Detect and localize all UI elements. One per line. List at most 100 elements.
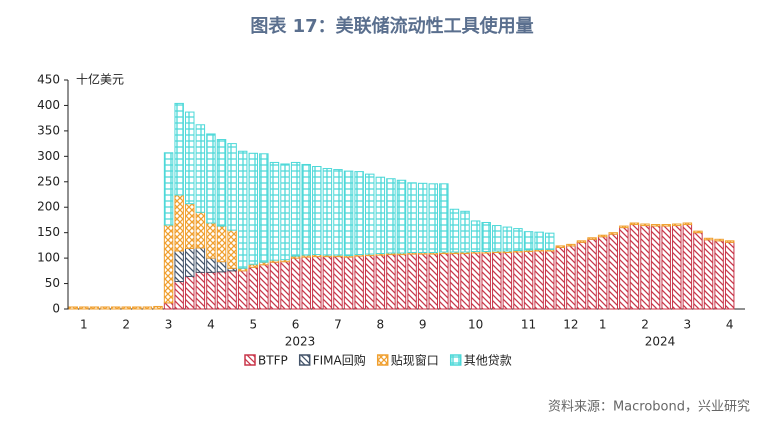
bar-segment — [597, 236, 608, 310]
bar-segment — [206, 257, 216, 273]
bar-segment — [449, 208, 460, 253]
bar-segment — [269, 161, 280, 261]
bar-segment — [682, 222, 693, 226]
bar-segment — [354, 171, 364, 256]
bar-segment — [513, 228, 523, 251]
bar-segment — [333, 169, 343, 256]
bar-segment — [174, 102, 184, 196]
y-unit-label: 十亿美元 — [76, 72, 124, 87]
y-tick-label: 450 — [37, 73, 60, 87]
bar-segment — [502, 226, 513, 252]
chart-title: 图表 17：美联储流动性工具使用量 — [250, 15, 533, 37]
bar-segment — [724, 241, 735, 310]
bar-segment — [354, 255, 364, 310]
bar-segment — [174, 194, 184, 252]
legend-label: FIMA回购 — [313, 353, 366, 368]
bar-segment — [290, 257, 301, 310]
bar-segment — [417, 253, 428, 310]
bar-segment — [396, 179, 407, 254]
bar-segment — [672, 223, 682, 227]
bar-segment — [216, 139, 227, 227]
bar-segment — [523, 231, 534, 251]
bar-segment — [661, 225, 671, 310]
bar-segment — [312, 256, 322, 310]
bar-segment — [608, 232, 618, 235]
bar-segment — [619, 225, 629, 229]
bar-segment — [100, 306, 110, 310]
bar-segment — [227, 270, 237, 310]
bar-segment — [693, 230, 703, 234]
year-label: 2023 — [285, 335, 316, 349]
x-tick-label: 5 — [249, 318, 257, 332]
bar-segment — [724, 240, 735, 243]
bar-segment — [312, 166, 322, 256]
bar-segment — [365, 255, 375, 310]
x-tick-label: 3 — [684, 318, 692, 332]
bar-segment — [89, 306, 100, 310]
legend-label: 其他贷款 — [464, 354, 512, 368]
bar-segment — [481, 252, 491, 310]
bar-segment — [566, 245, 576, 310]
bar-segment — [513, 251, 523, 310]
legend-swatch — [298, 354, 311, 366]
x-tick-label: 1 — [599, 318, 607, 332]
bar-segment — [79, 306, 89, 310]
bar-segment — [195, 247, 206, 273]
bar-segment — [576, 240, 587, 243]
bar-segment — [650, 225, 661, 310]
bar-segment — [544, 250, 555, 310]
bar-segment — [481, 221, 491, 252]
bar-segment — [555, 246, 566, 310]
bar-segment — [629, 224, 640, 310]
bar-segment — [174, 281, 184, 310]
bar-segment — [195, 271, 206, 310]
bar-segment — [428, 253, 438, 310]
bar-segment — [248, 266, 259, 310]
bar-segment — [290, 161, 301, 257]
y-tick-label: 400 — [37, 98, 60, 112]
bar-segment — [544, 232, 555, 250]
legend-label: 贴现窗口 — [391, 354, 439, 368]
x-tick-label: 8 — [377, 318, 385, 332]
bar-segment — [693, 232, 703, 310]
bar-segment — [587, 237, 597, 240]
bar-segment — [185, 111, 195, 205]
bar-segment — [714, 238, 724, 242]
source: 资料来源：Macrobond，兴业研究 — [548, 400, 750, 415]
bar-segment — [608, 233, 618, 310]
bar-segment — [714, 240, 724, 310]
x-tick-label: 1 — [80, 318, 88, 332]
bar-segment — [460, 253, 470, 310]
bar-segment — [248, 152, 259, 265]
x-tick-label: 3 — [165, 318, 173, 332]
bar-segment — [449, 253, 460, 310]
bar-segment — [492, 252, 502, 310]
bar-segment — [365, 173, 375, 255]
bar-segment — [566, 243, 576, 247]
y-tick-label: 300 — [37, 149, 60, 163]
bar-segment — [333, 256, 343, 310]
bar-segment — [301, 256, 311, 310]
x-tick-label: 12 — [563, 318, 578, 332]
bar-segment — [502, 252, 513, 310]
bar-segment — [386, 178, 396, 254]
bar-segment — [195, 124, 206, 213]
bar-segment — [216, 225, 227, 263]
bar-segment — [185, 247, 195, 277]
bar-segment — [587, 238, 597, 310]
bar-segment — [206, 133, 216, 224]
bar-segment — [597, 234, 608, 238]
bar-segment — [428, 183, 438, 254]
bar-segment — [185, 275, 195, 310]
bar-segment — [492, 225, 502, 252]
bar-segment — [132, 306, 142, 310]
bar-segment — [619, 227, 629, 310]
bar-segment — [439, 253, 449, 310]
bar-segment — [237, 150, 248, 269]
bar-segment — [280, 163, 290, 261]
y-tick-label: 350 — [37, 123, 60, 137]
x-tick-label: 4 — [207, 318, 215, 332]
bar-segment — [576, 241, 587, 310]
year-label: 2024 — [645, 335, 676, 349]
